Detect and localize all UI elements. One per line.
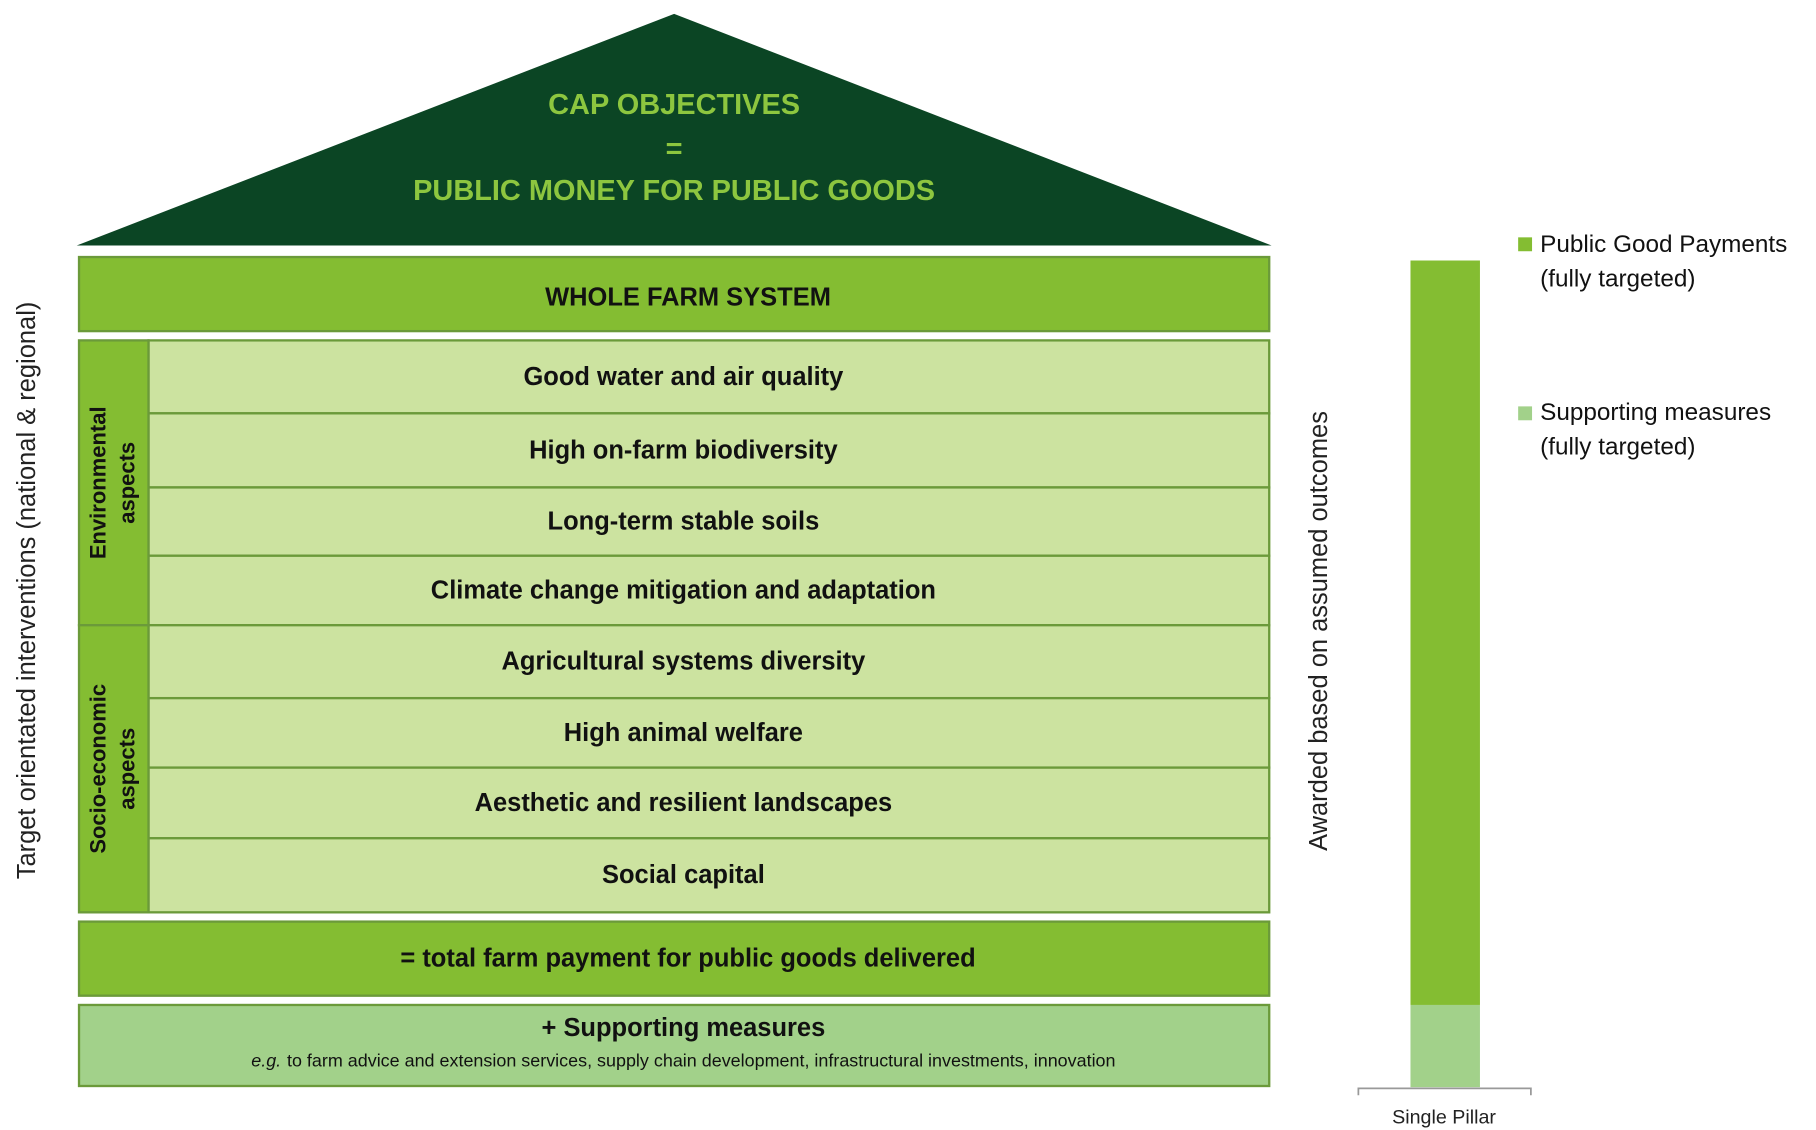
item-label: High animal welfare: [564, 719, 803, 747]
group-label: Socio-economic: [86, 684, 111, 854]
legend-label: (fully targeted): [1540, 266, 1695, 293]
roof-subtitle: PUBLIC MONEY FOR PUBLIC GOODS: [413, 175, 935, 207]
legend-swatch: [1518, 406, 1533, 421]
supporting-box: [77, 1003, 1271, 1088]
note-prefix: e.g.: [251, 1050, 281, 1070]
legend-swatch: [1518, 237, 1533, 252]
item-box: [147, 412, 1271, 489]
total-label: = total farm payment for public goods de…: [400, 945, 975, 973]
group-side: [77, 339, 150, 627]
item-label: Long-term stable soils: [548, 507, 820, 535]
roof: [76, 13, 1272, 246]
rows: Good water and air quality High on-farm b…: [77, 339, 1271, 914]
item-label: Aesthetic and resilient landscapes: [475, 789, 893, 817]
item-label: Climate change mitigation and adaptation: [431, 576, 936, 604]
item-label: Agricultural systems diversity: [501, 648, 866, 676]
group-label: aspects: [115, 728, 140, 810]
supporting-note: e.g. to farm advice and extension service…: [251, 1050, 1115, 1070]
item-label: Good water and air quality: [523, 363, 844, 391]
bar-label: Single Pillar: [1392, 1107, 1496, 1129]
item-box: [147, 837, 1271, 914]
group-label: Environmental: [86, 406, 111, 559]
roof-equals: =: [666, 133, 683, 165]
right-axis-label: Awarded based on assumed outcomes: [1305, 411, 1333, 851]
legend-label: Supporting measures: [1540, 399, 1771, 426]
left-axis-label: Target orientated interventions (nationa…: [13, 302, 41, 880]
whole-farm-label: WHOLE FARM SYSTEM: [545, 283, 831, 311]
legend-label: Public Good Payments: [1540, 231, 1787, 258]
total-box: [77, 920, 1271, 997]
item-label: High on-farm biodiversity: [529, 436, 838, 464]
roof-title: CAP OBJECTIVES: [548, 89, 800, 121]
bar-axis: [1357, 1087, 1532, 1096]
public-good-segment: [1410, 260, 1480, 1005]
item-label: Social capital: [602, 861, 765, 889]
item-box: [147, 486, 1271, 557]
legend-label: (fully targeted): [1540, 433, 1695, 460]
supporting-title: + Supporting measures: [542, 1014, 826, 1042]
group-side: [77, 624, 150, 914]
note-text: to farm advice and extension services, s…: [287, 1050, 1116, 1070]
item-box: [147, 339, 1271, 415]
whole-farm-box: [77, 255, 1271, 333]
supporting-segment: [1410, 1004, 1480, 1088]
group-label: aspects: [115, 442, 140, 524]
